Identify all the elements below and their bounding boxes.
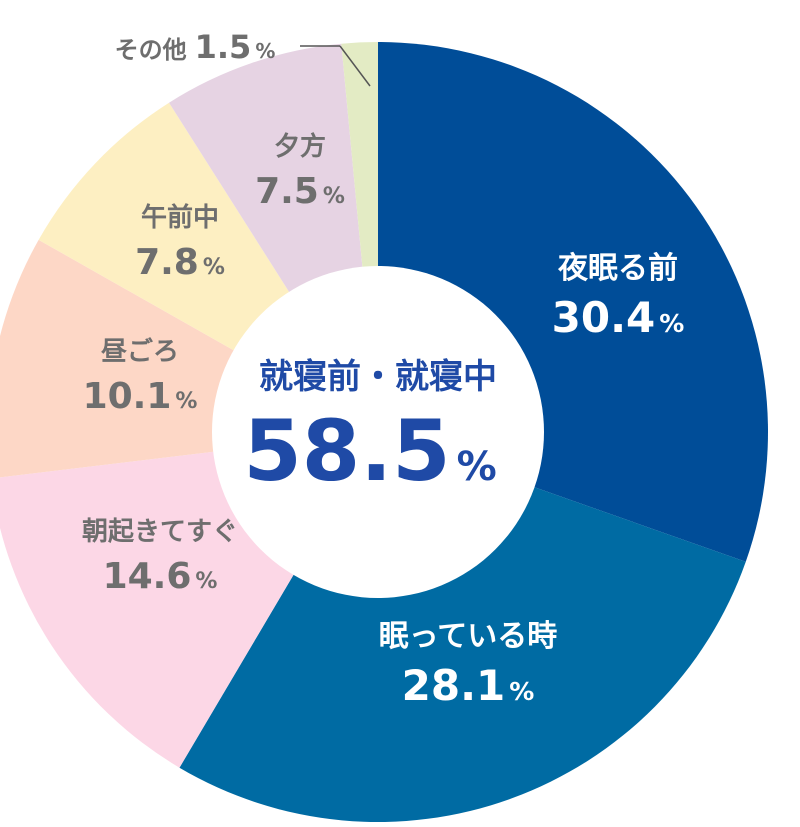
slice-value-4: 7.8 [135,242,199,283]
slice-unit-5: % [323,184,345,209]
slice-name-2: 朝起きてすぐ [82,516,238,547]
slice-name-0: 夜眠る前 [557,251,678,286]
other-leader-line-diagonal [339,45,371,87]
slice-name-4: 午前中 [141,202,219,233]
slice-name-6: その他 [115,36,187,64]
slice-value-1: 28.1 [402,661,506,710]
slice-unit-4: % [203,255,225,280]
slice-value-label-2: 14.6% [103,556,218,597]
slice-unit-3: % [175,389,197,414]
center-unit: % [457,444,497,490]
slice-value-6: 1.5 [195,28,252,66]
slice-unit-0: % [659,309,684,338]
slice-value-label-5: 7.5% [255,171,345,212]
slice-name-3: 昼ごろ [101,336,179,367]
center-hole [212,266,544,598]
slice-name-1: 眠っている時 [379,619,558,654]
slice-unit-2: % [195,569,217,594]
slice-value-2: 14.6 [103,556,192,597]
slice-labels: 夜眠る前 30.4 % 眠っている時 28.1 % 朝起きてすぐ 14.6 % 昼ごろ 10.1 % 午… [82,28,684,710]
slice-value-0: 30.4 [552,293,656,342]
slice-label-6: その他 1.5% [115,28,276,66]
slice-value-label-0: 30.4% [552,293,685,342]
slice-value-label-1: 28.1% [402,661,535,710]
slice-value-5: 7.5 [255,171,319,212]
slice-unit-6: % [255,39,275,63]
center-label: 就寝前・就寝中 [259,357,497,397]
slice-name-5: 夕方 [274,131,326,162]
center-value-group: 58.5% [243,402,496,500]
slice-value-label-3: 10.1% [83,376,198,417]
slice-unit-1: % [509,677,534,706]
center-value: 58.5 [243,402,450,500]
slice-value-3: 10.1 [83,376,172,417]
slice-value-label-4: 7.8% [135,242,225,283]
